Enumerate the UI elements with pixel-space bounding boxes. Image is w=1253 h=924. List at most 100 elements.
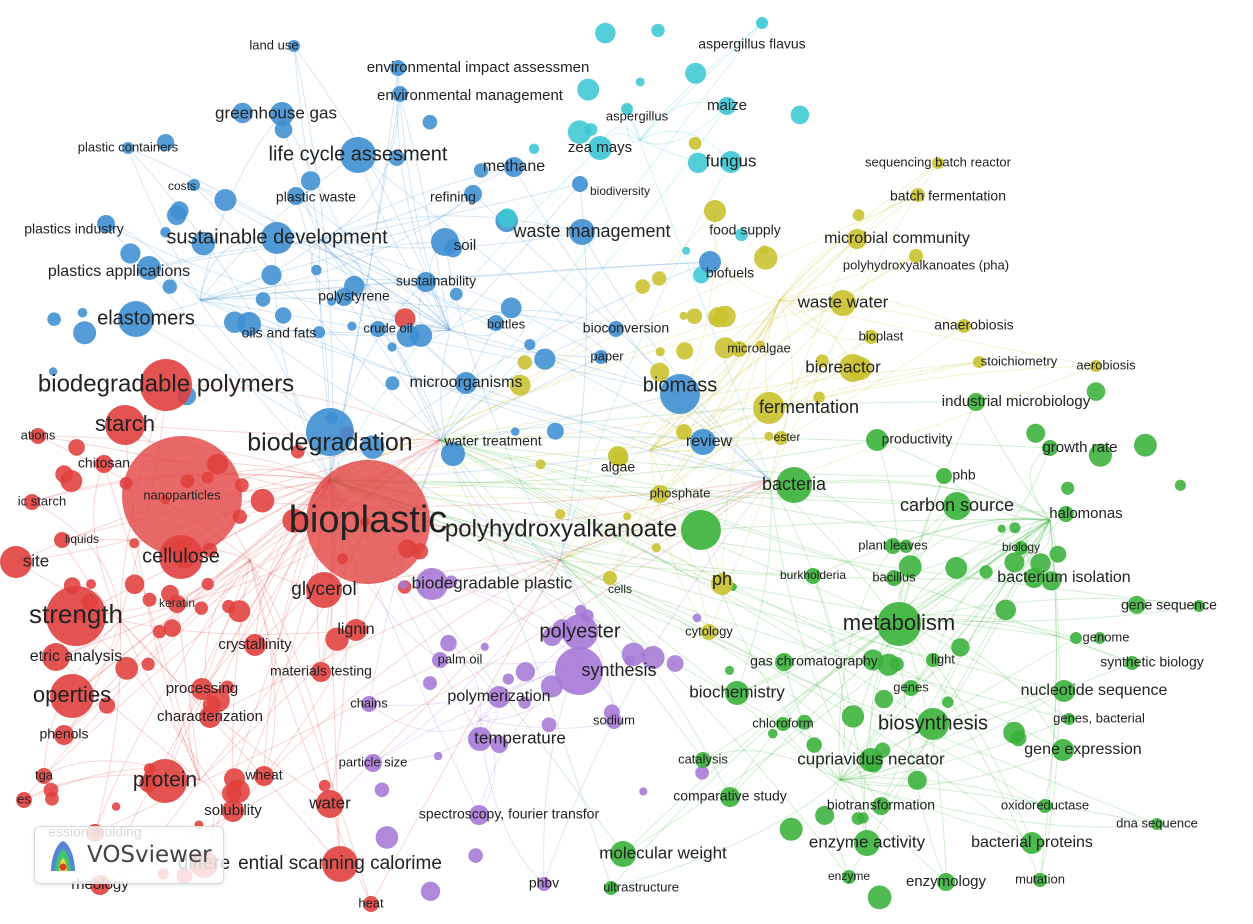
node-bubble-small[interactable] bbox=[318, 779, 331, 792]
node-bubble-bioplast[interactable] bbox=[864, 330, 878, 344]
node-bubble-lignin[interactable] bbox=[345, 619, 367, 641]
node-label-industrial-microbiology[interactable]: industrial microbiology bbox=[942, 393, 1091, 410]
node-label-gene-expression[interactable]: gene expression bbox=[1024, 741, 1141, 758]
node-label-bioconversion[interactable]: bioconversion bbox=[583, 320, 669, 336]
node-label-biotransformation[interactable]: biotransformation bbox=[827, 797, 935, 813]
node-bubble-cellulose[interactable] bbox=[159, 535, 203, 579]
node-bubble-small[interactable] bbox=[676, 342, 694, 360]
node-bubble-small[interactable] bbox=[152, 624, 167, 639]
node-bubble-cytology[interactable] bbox=[701, 624, 717, 640]
node-bubble-plastic-waste[interactable] bbox=[287, 187, 305, 205]
node-bubble-carbon-source[interactable] bbox=[943, 492, 971, 520]
node-bubble-small[interactable] bbox=[862, 649, 884, 671]
node-bubble-small[interactable] bbox=[445, 575, 458, 588]
node-bubble-polyester[interactable] bbox=[562, 614, 598, 650]
node-bubble-small[interactable] bbox=[201, 577, 214, 591]
node-label-microbial-community[interactable]: microbial community bbox=[824, 230, 970, 247]
node-bubble-water[interactable] bbox=[316, 790, 344, 818]
node-bubble-aerobiosis[interactable] bbox=[1090, 360, 1102, 372]
node-bubble-ph[interactable] bbox=[711, 573, 733, 595]
node-bubble-food-supply[interactable] bbox=[704, 200, 726, 222]
node-label-polyhydroxyalkanoate[interactable]: polyhydroxyalkanoate bbox=[445, 515, 677, 542]
node-label-refining[interactable]: refining bbox=[430, 189, 476, 205]
node-bubble-comparative-study[interactable] bbox=[720, 787, 740, 807]
node-label-chitosan[interactable]: chitosan bbox=[78, 455, 130, 471]
node-bubble-small[interactable] bbox=[759, 245, 769, 254]
node-bubble-microorganisms[interactable] bbox=[455, 372, 477, 394]
node-bubble-small[interactable] bbox=[500, 297, 522, 319]
node-bubble-small[interactable] bbox=[77, 307, 88, 318]
node-label-materials-testing[interactable]: materials testing bbox=[270, 663, 372, 679]
node-bubble-small[interactable] bbox=[907, 770, 927, 790]
node-bubble-small[interactable] bbox=[1061, 481, 1075, 495]
node-bubble-protein[interactable] bbox=[143, 759, 187, 803]
node-label-biodegradation[interactable]: biodegradation bbox=[247, 429, 412, 457]
node-bubble-tga[interactable] bbox=[36, 768, 52, 784]
node-bubble-small[interactable] bbox=[815, 354, 829, 368]
node-bubble-biodegradation[interactable] bbox=[306, 408, 354, 456]
node-label-enzymology[interactable]: enzymology bbox=[906, 873, 987, 890]
node-bubble-processing[interactable] bbox=[191, 678, 213, 700]
node-bubble-small[interactable] bbox=[311, 264, 322, 276]
node-bubble-small[interactable] bbox=[688, 136, 702, 150]
node-bubble-oils-and-fats[interactable] bbox=[237, 312, 261, 336]
node-label-bacterial-proteins[interactable]: bacterial proteins bbox=[971, 834, 1093, 851]
node-bubble-sequencing-batch-reactor[interactable] bbox=[932, 157, 944, 169]
node-label-cupriavidus-necator[interactable]: cupriavidus necator bbox=[797, 749, 945, 768]
node-label-starch[interactable]: starch bbox=[95, 411, 155, 436]
node-bubble-nanoparticles[interactable] bbox=[122, 436, 242, 556]
node-label-gene-sequence[interactable]: gene sequence bbox=[1121, 597, 1217, 613]
node-bubble-plastic-containers[interactable] bbox=[122, 142, 134, 154]
node-bubble-genome[interactable] bbox=[1070, 632, 1082, 644]
node-label-es[interactable]: es bbox=[17, 791, 31, 806]
node-bubble-waste-management[interactable] bbox=[569, 219, 595, 245]
node-label-cells[interactable]: cells bbox=[608, 582, 632, 596]
node-bubble-small[interactable] bbox=[1088, 443, 1112, 467]
node-bubble-enzyme-activity[interactable] bbox=[854, 830, 880, 856]
node-bubble-small[interactable] bbox=[652, 271, 667, 286]
node-label-productivity[interactable]: productivity bbox=[882, 431, 953, 447]
node-bubble-plant-leaves[interactable] bbox=[885, 538, 901, 554]
node-bubble-small[interactable] bbox=[86, 579, 96, 590]
node-bubble-life-cycle-assesment[interactable] bbox=[340, 137, 376, 173]
node-label-synthetic-biology[interactable]: synthetic biology bbox=[1100, 654, 1204, 670]
node-bubble-crystallinity[interactable] bbox=[244, 634, 266, 656]
node-bubble-gene-expression[interactable] bbox=[1052, 739, 1074, 761]
node-bubble-small[interactable] bbox=[889, 657, 904, 672]
node-bubble-environmental-management[interactable] bbox=[392, 86, 408, 102]
node-bubble-small[interactable] bbox=[191, 231, 216, 256]
node-bubble-small[interactable] bbox=[222, 599, 236, 614]
node-bubble-small[interactable] bbox=[541, 717, 557, 733]
node-bubble-biomass[interactable] bbox=[660, 374, 700, 414]
node-label-microalgae[interactable]: microalgae bbox=[727, 340, 791, 355]
node-bubble-small[interactable] bbox=[385, 376, 400, 391]
node-bubble-environmental-impact-assessmen[interactable] bbox=[390, 60, 406, 76]
node-label-algae[interactable]: algae bbox=[601, 459, 635, 475]
node-bubble-small[interactable] bbox=[768, 728, 778, 739]
node-bubble-small[interactable] bbox=[1127, 595, 1146, 614]
node-bubble-es[interactable] bbox=[16, 792, 32, 808]
node-label-metabolism[interactable]: metabolism bbox=[843, 610, 955, 635]
node-bubble-small[interactable] bbox=[111, 802, 121, 811]
node-label-bacteria[interactable]: bacteria bbox=[762, 474, 827, 494]
node-label-ultrastructure[interactable]: ultrastructure bbox=[603, 879, 679, 894]
node-bubble-small[interactable] bbox=[55, 465, 73, 483]
node-label-liquids[interactable]: liquids bbox=[65, 532, 99, 546]
node-bubble-bacterium-isolation[interactable] bbox=[1024, 568, 1044, 588]
node-bubble-small[interactable] bbox=[874, 689, 894, 709]
node-bubble-small[interactable] bbox=[275, 307, 292, 324]
node-label-sustainable-development[interactable]: sustainable development bbox=[166, 226, 388, 248]
node-bubble-small[interactable] bbox=[399, 580, 408, 590]
node-bubble-mutation[interactable] bbox=[1033, 873, 1047, 887]
node-bubble-costs[interactable] bbox=[188, 179, 200, 191]
node-bubble-small[interactable] bbox=[440, 634, 457, 652]
node-bubble-small[interactable] bbox=[534, 348, 556, 370]
node-bubble-small[interactable] bbox=[433, 751, 443, 761]
node-bubble-small[interactable] bbox=[685, 62, 707, 84]
node-label-environmental-impact-assessmen[interactable]: environmental impact assessmen bbox=[367, 59, 590, 76]
node-label-burkholderia[interactable]: burkholderia bbox=[780, 568, 846, 582]
node-label-waste-water[interactable]: waste water bbox=[797, 292, 889, 311]
node-bubble-small[interactable] bbox=[655, 347, 665, 357]
node-bubble-chitosan[interactable] bbox=[95, 455, 113, 473]
node-bubble-phenols[interactable] bbox=[54, 725, 74, 745]
